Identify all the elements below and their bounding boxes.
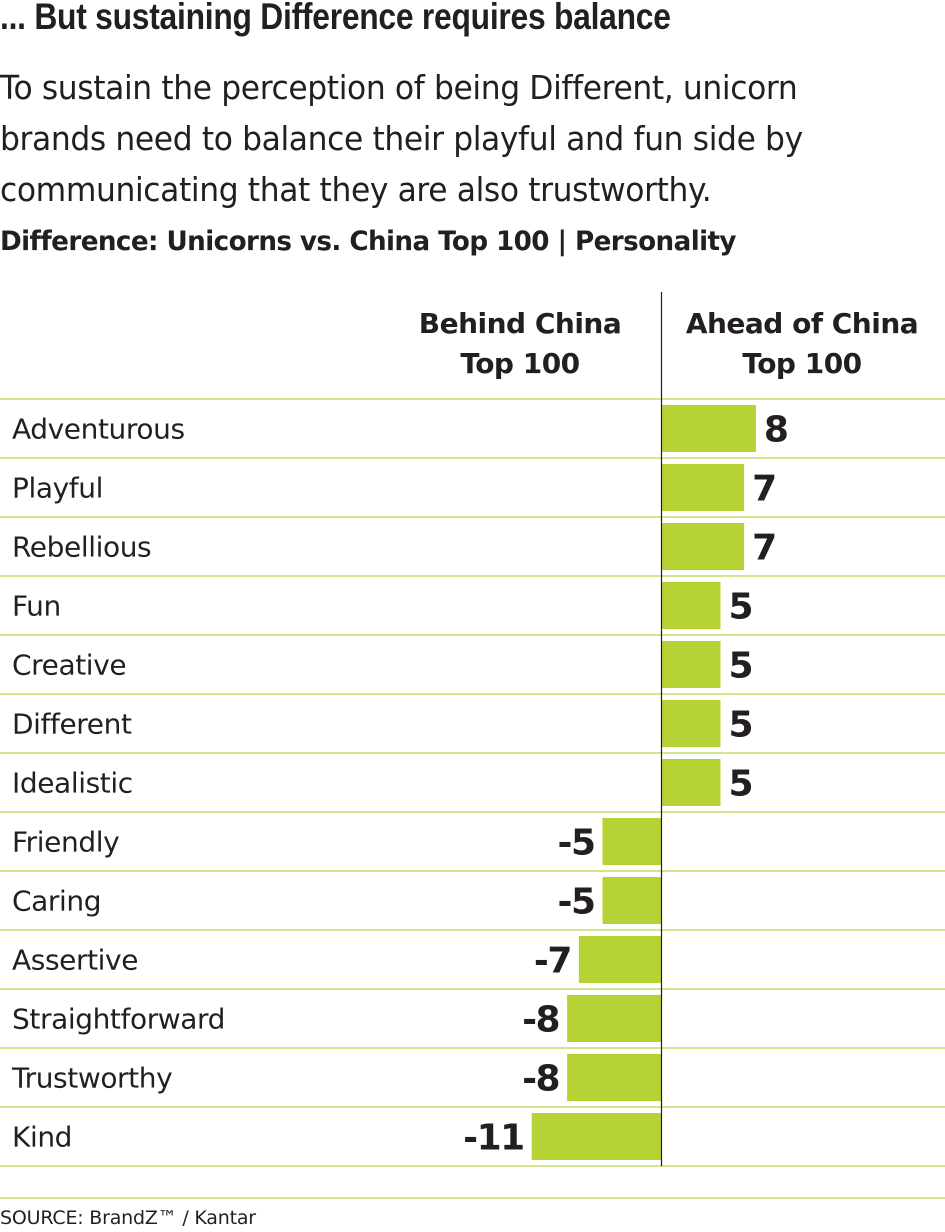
column-header-behind: Behind China Top 100 xyxy=(380,304,660,384)
value-label: -5 xyxy=(558,823,595,864)
category-label: Friendly xyxy=(12,826,119,859)
bar xyxy=(661,759,721,806)
column-header-ahead: Ahead of China Top 100 xyxy=(662,304,942,384)
value-label: -11 xyxy=(463,1118,524,1159)
intro-line-3: communicating that they are also trustwo… xyxy=(0,170,712,209)
bar xyxy=(578,936,662,983)
category-label: Trustworthy xyxy=(11,1062,172,1095)
column-header-ahead-line-2: Top 100 xyxy=(742,347,862,380)
category-label: Playful xyxy=(12,472,103,505)
bar xyxy=(661,464,745,511)
category-label: Rebellious xyxy=(12,531,151,564)
headline: ... But sustaining Difference requires b… xyxy=(0,0,671,37)
bar xyxy=(531,1113,662,1160)
category-label: Assertive xyxy=(12,944,138,977)
column-header-behind-line-1: Behind China xyxy=(418,307,622,340)
bar xyxy=(602,818,662,865)
category-label: Straightforward xyxy=(12,1003,225,1036)
value-label: 5 xyxy=(729,705,753,746)
value-label: 8 xyxy=(764,410,788,451)
value-label: -8 xyxy=(522,1059,559,1100)
value-label: 5 xyxy=(729,764,753,805)
column-header-behind-line-2: Top 100 xyxy=(460,347,580,380)
category-label: Creative xyxy=(12,649,126,682)
value-label: 7 xyxy=(752,528,776,569)
bar xyxy=(567,995,662,1042)
column-header-ahead-line-1: Ahead of China xyxy=(685,307,919,340)
value-label: 5 xyxy=(729,587,753,628)
bar xyxy=(661,700,721,747)
value-label: 5 xyxy=(729,646,753,687)
bar xyxy=(567,1054,662,1101)
chart-title: Difference: Unicorns vs. China Top 100 |… xyxy=(0,226,737,257)
bar xyxy=(661,405,756,452)
category-label: Different xyxy=(12,708,132,741)
intro-line-2: brands need to balance their playful and… xyxy=(0,119,803,158)
bar xyxy=(661,523,745,570)
category-label: Fun xyxy=(12,590,61,623)
intro-text: To sustain the perception of being Diffe… xyxy=(0,62,898,215)
source-note: SOURCE: BrandZ™ / Kantar xyxy=(0,1207,256,1229)
bar xyxy=(661,641,721,688)
value-label: -7 xyxy=(534,941,571,982)
category-label: Idealistic xyxy=(12,767,133,800)
value-label: -8 xyxy=(522,1000,559,1041)
category-label: Adventurous xyxy=(12,413,185,446)
value-label: 7 xyxy=(752,469,776,510)
category-label: Caring xyxy=(12,885,101,918)
intro-line-1: To sustain the perception of being Diffe… xyxy=(0,68,798,107)
value-label: -5 xyxy=(558,882,595,923)
bar xyxy=(661,582,721,629)
category-label: Kind xyxy=(12,1121,72,1154)
bar xyxy=(602,877,662,924)
